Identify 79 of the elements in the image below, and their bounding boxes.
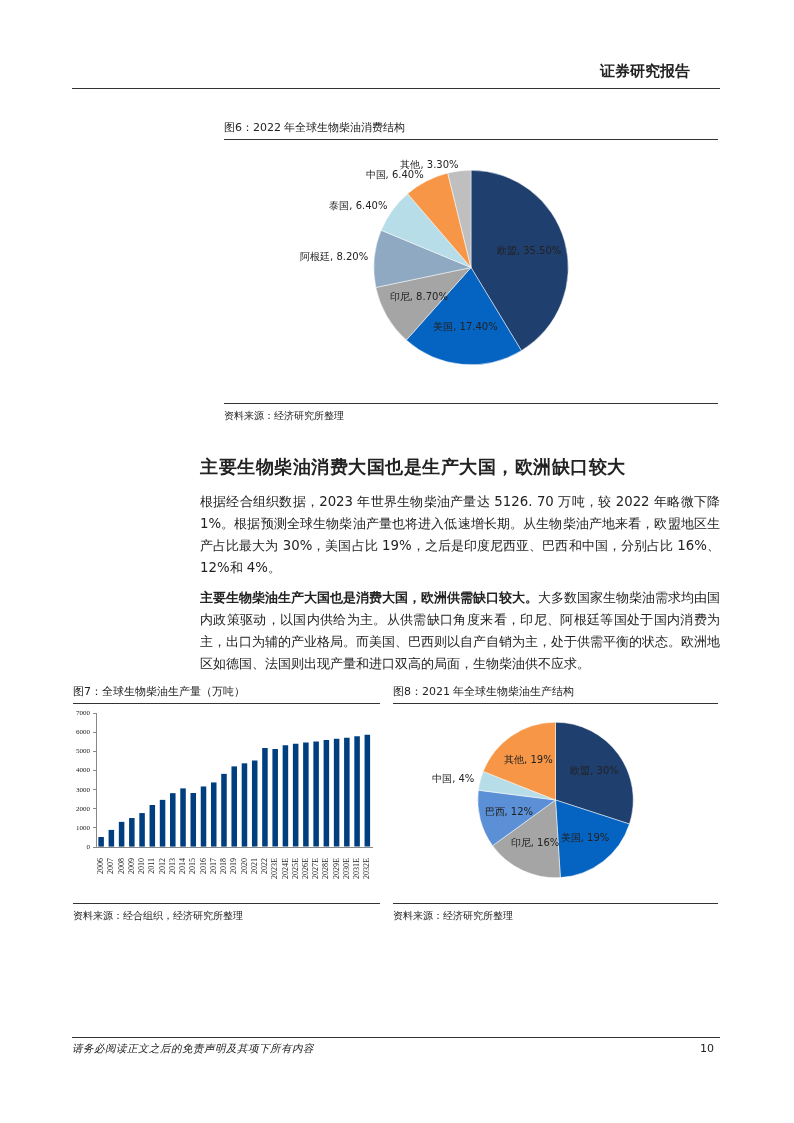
bar	[129, 818, 135, 847]
x-tick-label: 2022	[260, 858, 270, 875]
slice-label: 中国, 6.40%	[365, 169, 424, 181]
x-tick-label: 2012	[157, 858, 167, 875]
slice-label: 巴西, 12%	[484, 805, 534, 817]
x-tick-label: 2018	[219, 858, 229, 875]
x-tick-label: 2020	[239, 858, 249, 875]
x-tick-label: 2028E	[321, 858, 331, 879]
slice-label: 阿根廷, 8.20%	[300, 251, 369, 263]
x-tick-label: 2021	[249, 858, 259, 875]
x-tick-label: 2032E	[362, 858, 372, 879]
bar	[210, 782, 217, 847]
x-tick-label: 2010	[137, 858, 147, 875]
bar	[149, 805, 156, 847]
chart-title: 图7：全球生物柴油生产量（万吨）	[73, 684, 380, 704]
slice-label: 其他, 3.30%	[400, 158, 459, 170]
slice-label: 印尼, 8.70%	[389, 291, 448, 303]
bar	[231, 766, 237, 847]
bar	[354, 736, 360, 847]
bar	[98, 836, 104, 847]
bar	[292, 743, 299, 847]
x-tick-label: 2007	[106, 858, 116, 875]
slice-label: 欧盟, 30%	[570, 765, 619, 777]
text: 根据经合组织数据，2023 年世界生物柴油产量达 5126. 70 万吨，较 2022 年略微下降 1%。根据预测全球生物柴油产量也将进入低速增长期。从生物柴油产地来看，欧盟地区生产占比最大为 30%，美国占比 19%，之后是印度尼西亚、巴西和中国，分别占比 16%、12%和 4%。	[200, 493, 720, 577]
bar	[190, 792, 197, 847]
x-tick-label: 2027E	[311, 858, 321, 879]
x-tick-label: 2030E	[341, 858, 351, 879]
x-tick-label: 2025E	[290, 858, 300, 879]
x-tick-label: 2024E	[280, 858, 290, 879]
x-tick-label: 2006	[96, 858, 106, 875]
x-tick-label: 2011	[147, 858, 157, 874]
text: 资料来源：经济研究所整理	[393, 903, 718, 923]
slice-label: 印尼, 16%	[510, 837, 560, 849]
text: 请务必阅读正文之后的免责声明及其项下所有内容	[72, 1042, 314, 1056]
text: 主要生物柴油生产大国也是消费大国，欧洲供需缺口较大。	[200, 590, 538, 605]
x-tick-label: 2009	[126, 858, 136, 875]
x-tick-label: 2013	[167, 858, 177, 875]
x-tick-label: 2029E	[331, 858, 341, 879]
slice-label: 泰国, 6.40%	[329, 200, 388, 212]
bar	[333, 738, 340, 847]
bar	[139, 813, 145, 847]
bar	[221, 773, 227, 847]
slice-label: 欧盟, 35.50%	[496, 244, 562, 256]
bar	[364, 734, 371, 847]
bar	[282, 745, 289, 847]
bar	[159, 799, 166, 847]
slice-label: 美国, 17.40%	[433, 321, 498, 333]
bar	[323, 739, 330, 847]
chart-title: 图8：2021 年全球生物柴油生产结构	[393, 684, 718, 704]
x-tick-label: 2031E	[352, 858, 362, 879]
text: 主要生物柴油消费大国也是生产大国，欧洲缺口较大	[200, 456, 627, 479]
x-tick-label: 2023E	[270, 858, 280, 879]
bar	[241, 763, 248, 847]
slice-label: 中国, 4%	[432, 772, 475, 784]
bar	[118, 821, 125, 847]
slice-label: 其他, 19%	[504, 753, 553, 765]
bar	[170, 793, 176, 847]
bar	[262, 748, 268, 847]
slice-label: 美国, 19%	[560, 831, 610, 843]
text: 资料来源：经济研究所整理	[224, 403, 718, 423]
text: 10	[700, 1042, 714, 1055]
bar	[344, 737, 350, 847]
bar	[200, 786, 207, 847]
text: 资料来源：经合组织，经济研究所整理	[73, 903, 380, 923]
x-tick-label: 2017	[208, 858, 218, 875]
bar	[251, 760, 258, 847]
bar	[303, 742, 309, 847]
x-tick-label: 2026E	[300, 858, 310, 879]
x-tick-label: 2008	[116, 858, 126, 875]
x-tick-label: 2016	[198, 858, 208, 875]
x-tick-label: 2014	[178, 858, 188, 875]
chart-title: 图6：2022 年全球生物柴油消费结构	[224, 120, 718, 140]
bar	[108, 829, 115, 847]
x-tick-label: 2019	[229, 858, 239, 875]
bar	[180, 788, 186, 847]
text: 证券研究报告	[600, 62, 690, 81]
bar	[313, 741, 319, 847]
x-tick-label: 2015	[188, 858, 198, 875]
bar	[272, 748, 278, 847]
